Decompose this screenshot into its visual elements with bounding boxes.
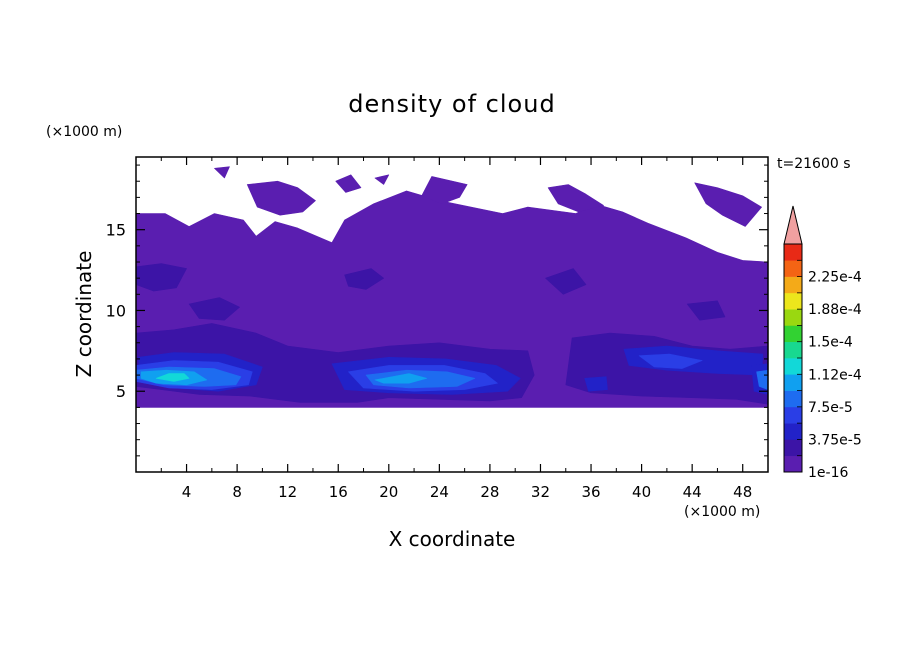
colorbar-swatch — [784, 260, 802, 277]
colorbar-label: 1.88e-4 — [808, 302, 862, 318]
contour-region-level-0 — [547, 184, 605, 213]
colorbar-label: 1.5e-4 — [808, 335, 853, 351]
colorbar-swatch — [784, 390, 802, 408]
colorbar-swatch — [784, 276, 802, 294]
colorbar-label: 3.75e-5 — [808, 432, 862, 448]
x-tick-label: 20 — [379, 483, 398, 501]
contour-region-level-3 — [638, 353, 703, 369]
contour-region-level-1 — [136, 263, 187, 292]
x-tick-label: 4 — [182, 483, 192, 501]
x-unit-label: (×1000 m) — [684, 504, 760, 520]
x-tick-label: 44 — [683, 483, 702, 501]
colorbar: 1e-16 3.75e-5 7.5e-5 1.12e-4 1.5e-4 1.88e-4 2.… — [783, 205, 862, 481]
contour-region-level-0 — [214, 166, 230, 179]
x-tick-label: 12 — [278, 483, 297, 501]
x-tick-label: 16 — [329, 483, 348, 501]
contour-region-level-5 — [374, 373, 428, 384]
colorbar-swatch — [784, 325, 802, 343]
chart-title: density of cloud — [348, 90, 555, 118]
colorbar-swatch — [784, 455, 802, 473]
x-tick-label: 24 — [430, 483, 449, 501]
colorbar-swatch — [784, 374, 802, 391]
contour-region-level-1 — [188, 297, 240, 321]
plot-frame — [135, 156, 769, 473]
contour-region-level-0 — [421, 176, 468, 205]
colorbar-swatch — [784, 439, 802, 457]
colorbar-swatch — [784, 244, 802, 261]
colorbar-label: 2.25e-4 — [808, 270, 862, 286]
colorbar-swatch — [784, 358, 802, 375]
contour-region-level-2 — [584, 376, 608, 392]
y-unit-label: (×1000 m) — [46, 124, 122, 140]
contour-region-level-0 — [694, 182, 763, 227]
contour-region-level-6 — [155, 373, 190, 382]
y-axis: 5 10 15 — [106, 164, 768, 457]
y-tick-label: 15 — [106, 221, 126, 240]
colorbar-extend-arrow — [783, 205, 803, 245]
time-label: t=21600 s — [777, 156, 851, 172]
y-tick-label: 5 — [116, 382, 126, 401]
y-tick-label: 10 — [106, 301, 126, 320]
x-tick-label: 32 — [531, 483, 550, 501]
x-tick-label: 28 — [480, 483, 499, 501]
contour-region-level-1 — [545, 268, 587, 295]
colorbar-swatch — [784, 292, 802, 310]
y-axis-label: Z coordinate — [72, 251, 96, 378]
x-tick-label: 36 — [581, 483, 600, 501]
contour-region-level-0 — [246, 180, 316, 216]
x-tick-label: 48 — [733, 483, 752, 501]
x-tick-label: 8 — [232, 483, 242, 501]
contour-region-level-0 — [374, 174, 390, 185]
colorbar-swatch — [784, 406, 802, 424]
contour-fills — [136, 166, 768, 408]
contour-region-level-1 — [344, 268, 385, 290]
x-axis-label: X coordinate — [389, 527, 516, 551]
x-tick-label: 40 — [632, 483, 651, 501]
contour-region-level-0 — [335, 174, 362, 193]
colorbar-label: 1.12e-4 — [808, 367, 862, 383]
colorbar-swatch — [784, 309, 802, 326]
colorbar-label: 1e-16 — [808, 465, 848, 481]
contour-region-level-1 — [686, 300, 726, 321]
colorbar-swatch — [784, 341, 802, 359]
colorbar-swatch — [784, 423, 802, 440]
colorbar-label: 7.5e-5 — [808, 400, 853, 416]
x-axis: 4 8 12 16 20 24 28 32 36 40 44 48 — [160, 157, 752, 501]
